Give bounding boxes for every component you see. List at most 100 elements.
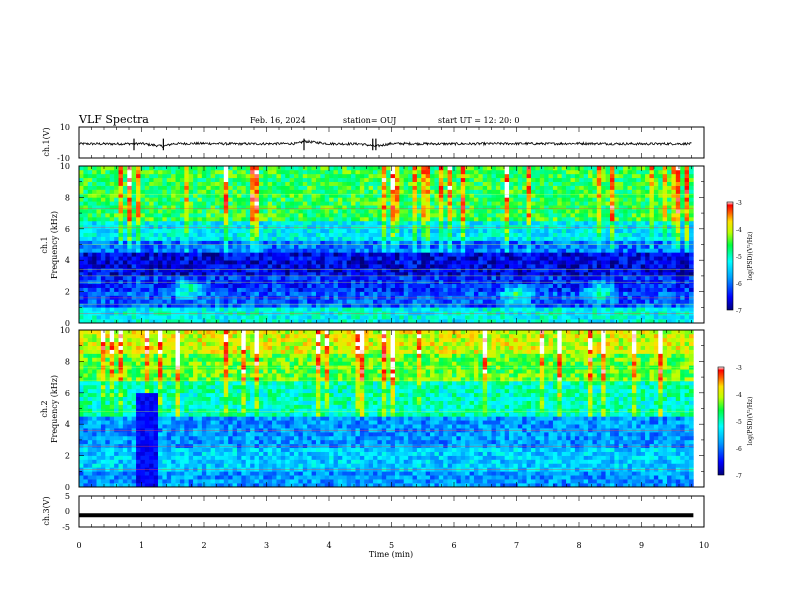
ch1-spectrogram-cell — [574, 275, 580, 281]
ch1-spectrogram-cell — [601, 169, 606, 175]
ch1-spectrogram-cell — [311, 213, 317, 218]
ch1-spectrogram-cell — [294, 173, 299, 179]
ch1-spectrogram-cell — [298, 315, 304, 320]
ch1-spectrogram-cell — [136, 268, 141, 273]
ch1-spectrogram-cell — [267, 177, 273, 182]
ch1-spectrogram-cell — [355, 209, 361, 214]
ch1-spectrogram-cell — [596, 240, 602, 245]
ch1-spectrogram-cell — [403, 205, 409, 210]
ch1-spectrogram-cell — [412, 291, 418, 296]
ch1-spectrogram-cell — [96, 197, 102, 202]
ch1-spectrogram-cell — [210, 169, 216, 175]
ch1-spectrogram-cell — [201, 205, 207, 210]
ch1-spectrogram-cell — [552, 291, 558, 296]
ch1-spectrogram-cell — [399, 205, 405, 210]
ch1-spectrogram-cell — [430, 205, 435, 210]
ch1-spectrogram-cell — [495, 291, 501, 296]
ch1-spectrogram-cell — [149, 244, 154, 249]
ch1-spectrogram-cell — [416, 307, 422, 312]
ch1-spectrogram-cell — [531, 213, 536, 218]
ch1-spectrogram-cell — [517, 169, 523, 175]
ch1-spectrogram-cell — [535, 185, 541, 190]
ch1-spectrogram-cell — [96, 166, 102, 171]
ch1-spectrogram-cell — [438, 307, 444, 312]
ch1-spectrogram-cell — [285, 260, 290, 265]
ch1-spectrogram-cell — [153, 248, 159, 253]
ch1-spectrogram-cell — [478, 307, 484, 312]
ch1-spectrogram-cell — [114, 177, 119, 182]
ch1-spectrogram-cell — [421, 315, 426, 320]
ch1-spectrogram-cell — [166, 220, 172, 226]
ch1-spectrogram-cell — [219, 256, 225, 261]
ch1-spectrogram-cell — [351, 264, 356, 269]
ch1-spectrogram-cell — [456, 169, 462, 175]
ch1-spectrogram-cell — [434, 220, 440, 226]
ch1-spectrogram-cell — [206, 213, 211, 218]
ch1-spectrogram-cell — [346, 166, 352, 171]
ch1-spectrogram-cell — [96, 248, 102, 253]
ch1-spectrogram-cell — [311, 236, 317, 241]
ch1-spectrogram-cell — [118, 307, 124, 312]
ch1-spectrogram-cell — [342, 205, 347, 210]
ch1-spectrogram-cell — [324, 291, 330, 296]
ch1-spectrogram-cell — [373, 260, 378, 265]
ch1-spectrogram-cell — [127, 271, 132, 277]
ch1-spectrogram-cell — [87, 232, 93, 237]
ch1-spectrogram-cell — [377, 291, 383, 296]
ch1-spectrogram-cell — [223, 232, 229, 237]
ch1-spectrogram-cell — [162, 256, 168, 261]
ch1-spectrogram-cell — [482, 240, 488, 245]
ch1-spectrogram-cell — [535, 236, 541, 241]
ch1-spectrogram-cell — [399, 315, 405, 320]
ch1-spectrogram-cell — [122, 217, 128, 222]
ch1-spectrogram-cell — [368, 220, 374, 226]
ch1-spectrogram-cell — [188, 303, 194, 308]
ch1-spectrogram-cell — [201, 236, 207, 241]
ch1-spectrogram-cell — [359, 252, 365, 257]
ch1-spectrogram-cell — [241, 209, 247, 214]
ch1-spectrogram-cell — [473, 181, 479, 186]
ch1-spectrogram-cell — [96, 181, 102, 186]
ch1-spectrogram-cell — [298, 209, 304, 214]
ch1-spectrogram-cell — [127, 177, 132, 182]
ch1-spectrogram-cell — [118, 220, 124, 226]
ch1-spectrogram-cell — [232, 166, 238, 171]
ch1-spectrogram-cell — [478, 185, 484, 190]
ch1-spectrogram-cell — [228, 189, 233, 194]
ch1-spectrogram-cell — [157, 260, 163, 265]
ch1-spectrogram-cell — [276, 283, 282, 288]
ch1-spectrogram-cell — [179, 303, 185, 308]
ch1-spectrogram-cell — [201, 271, 207, 277]
ch1-spectrogram-cell — [337, 319, 343, 323]
ch1-spectrogram-cell — [223, 275, 229, 281]
ch1-spectrogram-cell — [473, 260, 479, 265]
ch1-spectrogram-cell — [473, 220, 479, 226]
ch1-spectrogram-cell — [320, 240, 326, 245]
ch1-spectrogram-cell — [166, 256, 172, 261]
ch1-spectrogram-cell — [267, 189, 273, 194]
ch1-spectrogram-cell — [219, 291, 225, 296]
ch1-spectrogram-cell — [87, 271, 93, 277]
ch1-spectrogram-cell — [416, 248, 422, 253]
ch1-spectrogram-cell — [315, 193, 321, 198]
ch1-spectrogram-cell — [258, 177, 264, 182]
ch1-spectrogram-cell — [566, 244, 571, 249]
ch1-spectrogram-cell — [443, 217, 448, 222]
ch1-spectrogram-cell — [267, 166, 273, 171]
ch1-spectrogram-cell — [452, 319, 457, 323]
ch1-spectrogram-cell — [127, 236, 132, 241]
ch1-spectrogram-cell — [267, 213, 273, 218]
ch1-spectrogram-cell — [596, 299, 602, 304]
ch1-spectrogram-cell — [188, 240, 194, 245]
ch1-spectrogram-cell — [434, 185, 440, 190]
ch1-spectrogram-cell — [456, 283, 462, 288]
ch1-spectrogram-cell — [127, 220, 132, 226]
ch1-spectrogram-cell — [228, 236, 233, 241]
ch1-spectrogram-cell — [469, 244, 475, 249]
ch1-spectrogram-cell — [566, 240, 571, 245]
ch1-spectrogram-cell — [307, 217, 312, 222]
ch1-spectrogram-cell — [504, 189, 510, 194]
ch1-spectrogram-cell — [513, 287, 519, 292]
ch1-spectrogram-cell — [302, 205, 308, 210]
ch1-spectrogram-cell — [206, 166, 211, 171]
